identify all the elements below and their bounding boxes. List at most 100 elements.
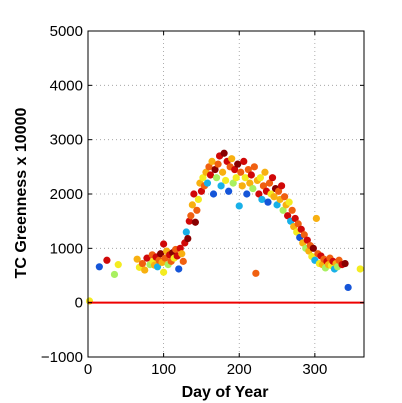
data-point: [234, 160, 242, 168]
data-point: [193, 206, 201, 214]
data-point: [312, 214, 320, 223]
data-point: [247, 171, 255, 179]
data-point: [356, 265, 364, 273]
data-point: [244, 165, 252, 174]
data-point: [110, 270, 119, 279]
data-point: [175, 265, 183, 273]
data-point: [294, 220, 302, 228]
x-tick-label: 200: [227, 361, 252, 378]
data-point: [237, 168, 245, 176]
data-point: [255, 190, 263, 198]
data-point: [133, 255, 141, 263]
data-point: [191, 218, 199, 226]
data-point: [229, 179, 237, 187]
data-point: [187, 212, 195, 220]
x-axis-label: Day of Year: [182, 384, 269, 401]
data-point: [288, 206, 296, 214]
data-point: [209, 190, 218, 198]
data-point: [243, 190, 251, 198]
data-point: [228, 155, 236, 163]
data-point: [246, 179, 254, 187]
y-tick-label: 5000: [50, 23, 83, 40]
data-point: [212, 174, 221, 182]
data-point: [225, 187, 233, 195]
data-point: [297, 225, 305, 233]
y-tick-label: 1000: [50, 240, 83, 257]
data-point: [279, 206, 287, 214]
data-point: [220, 149, 228, 157]
y-axis-label: TC Greenness x 10000: [13, 108, 30, 279]
data-point: [156, 250, 165, 258]
data-point: [176, 244, 184, 252]
data-point: [188, 201, 196, 209]
data-points: [85, 149, 364, 305]
data-point: [206, 171, 215, 179]
data-point: [103, 256, 111, 264]
data-point: [205, 163, 213, 171]
data-point: [300, 231, 308, 239]
data-point: [185, 217, 193, 225]
data-point: [153, 263, 162, 271]
data-point: [341, 259, 349, 268]
data-point: [197, 187, 206, 195]
data-point: [277, 182, 286, 190]
data-point: [264, 198, 272, 206]
data-point: [231, 165, 239, 174]
data-point: [232, 174, 240, 182]
data-point: [256, 174, 265, 182]
data-point: [217, 182, 225, 190]
x-tick-label: 0: [84, 361, 92, 378]
data-point: [208, 157, 216, 165]
data-point: [222, 176, 230, 185]
data-point: [114, 261, 122, 269]
data-point: [141, 266, 149, 274]
data-point: [241, 174, 249, 182]
data-point: [214, 160, 222, 168]
data-point: [281, 193, 289, 201]
data-point: [184, 234, 192, 243]
data-point: [95, 263, 103, 271]
data-point: [178, 250, 186, 258]
data-point: [261, 168, 269, 176]
data-point: [285, 198, 293, 206]
data-point: [303, 236, 311, 244]
data-point: [182, 228, 190, 236]
data-point: [194, 195, 202, 204]
data-point: [160, 240, 168, 248]
data-point: [270, 193, 278, 201]
data-point: [138, 259, 147, 268]
data-point: [143, 254, 151, 262]
y-tick-label: 0: [75, 295, 83, 312]
data-point: [235, 202, 243, 210]
x-tick-label: 100: [151, 361, 176, 378]
data-point: [238, 182, 246, 190]
data-point: [218, 168, 227, 176]
data-point: [203, 179, 212, 187]
data-point: [190, 190, 198, 198]
y-tick-label: 4000: [50, 77, 83, 94]
y-tick-label: −1000: [41, 349, 83, 366]
data-point: [291, 214, 299, 223]
data-point: [258, 195, 266, 204]
data-point: [160, 268, 168, 276]
data-point: [309, 244, 317, 252]
x-tick-label: 300: [302, 361, 327, 378]
data-point: [284, 212, 292, 220]
data-point: [211, 165, 219, 174]
data-point: [199, 174, 207, 182]
y-tick-label: 3000: [50, 132, 83, 149]
data-point: [240, 157, 248, 165]
data-point: [344, 283, 352, 292]
data-point: [249, 184, 257, 193]
data-point: [250, 163, 258, 171]
data-point: [273, 201, 281, 209]
data-point: [179, 257, 187, 265]
data-point: [252, 269, 260, 277]
y-tick-label: 2000: [50, 186, 83, 203]
data-point: [268, 174, 277, 182]
data-point: [274, 187, 283, 195]
data-point: [265, 179, 274, 187]
data-point: [259, 182, 268, 190]
